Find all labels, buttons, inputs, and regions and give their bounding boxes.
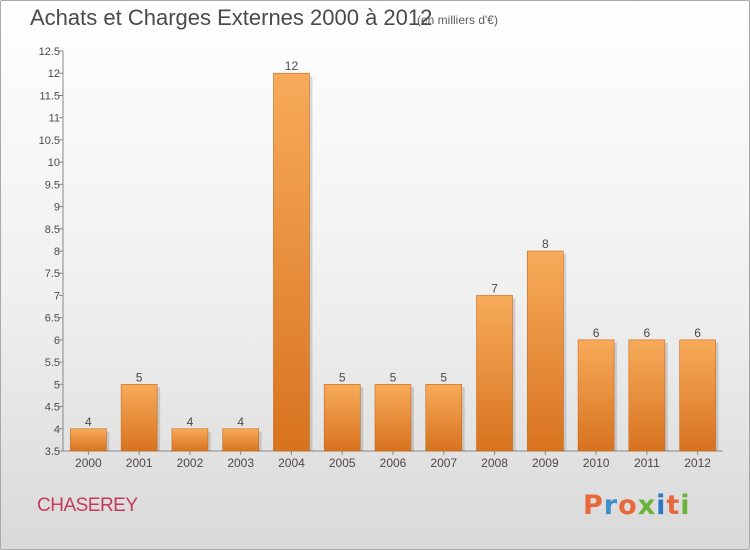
y-tick-label: 10.5	[39, 135, 60, 147]
y-tick-label: 11	[49, 113, 60, 125]
bar-2010	[577, 339, 615, 452]
y-tick-label: 5.5	[45, 357, 60, 369]
data-label: 4	[237, 415, 244, 429]
bar-2003	[222, 428, 259, 452]
y-tick-label: 8	[54, 246, 60, 258]
chart-bars	[70, 72, 719, 452]
data-label: 4	[85, 415, 92, 429]
data-label: 8	[542, 237, 549, 251]
y-tick-label: 7	[54, 290, 60, 302]
x-tick-label: 2005	[329, 456, 356, 470]
data-label: 5	[339, 370, 346, 384]
logo-letter: t	[666, 490, 681, 521]
bar-2011	[628, 339, 666, 452]
chart-data-labels: 4 5 4 4 12 5 5 5 7 8 6 6 6	[85, 59, 701, 429]
y-tick-label: 4	[54, 424, 60, 436]
x-tick-label: 2011	[634, 456, 660, 470]
data-label: 12	[285, 59, 299, 73]
data-label: 6	[694, 326, 701, 340]
x-tick-label: 2012	[684, 456, 711, 470]
data-label: 4	[187, 415, 194, 429]
x-tick-label: 2000	[75, 456, 102, 470]
logo-letter: i	[680, 490, 691, 521]
chart-subtitle: (en milliers d'€)	[417, 13, 498, 27]
bar-2002	[171, 428, 209, 452]
y-tick-label: 12.5	[39, 46, 60, 58]
y-tick-label: 7.5	[45, 268, 60, 280]
y-tick-label: 3.5	[45, 446, 60, 458]
logo-letter: o	[618, 490, 638, 521]
y-tick-label: 11.5	[39, 90, 60, 102]
y-tick-label: 5	[54, 379, 60, 391]
x-tick-label: 2010	[583, 456, 610, 470]
y-tick-label: 6	[54, 335, 60, 347]
y-tick-label: 10	[48, 157, 60, 169]
data-label: 6	[644, 326, 651, 340]
data-label: 5	[440, 370, 447, 384]
bar-2000	[70, 428, 107, 452]
bar-2004	[273, 72, 310, 452]
x-tick-label: 2002	[177, 456, 204, 470]
bar-2012	[679, 339, 716, 452]
x-tick-label: 2001	[126, 456, 153, 470]
logo-letter: x	[637, 490, 657, 521]
proxiti-logo: Proxiti	[583, 490, 691, 521]
data-label: 5	[390, 370, 397, 384]
y-tick-label: 4.5	[45, 402, 60, 414]
y-tick-label: 6.5	[45, 313, 60, 325]
y-tick-label: 9	[54, 202, 60, 214]
y-tick-label: 9.5	[45, 179, 60, 191]
bar-2005	[323, 384, 361, 452]
x-tick-label: 2003	[227, 456, 254, 470]
x-tick-label: 2007	[430, 456, 457, 470]
logo-letter: i	[656, 490, 667, 521]
y-tick-label: 8.5	[45, 224, 60, 236]
data-label: 6	[593, 326, 600, 340]
bar-2001	[120, 384, 158, 452]
x-tick-label: 2006	[380, 456, 407, 470]
y-tick-label: 12	[48, 68, 60, 80]
bar-2007	[425, 384, 463, 452]
chart-axes: 3.5 4 4.5 5 5.5 6 6.5 7 7.5 8 8.5 9 9.5 10 10.5 11 11.5 1…	[39, 46, 723, 470]
commune-name: CHASEREY	[37, 495, 138, 516]
x-tick-label: 2004	[278, 456, 305, 470]
logo-letter: r	[603, 490, 619, 521]
x-tick-label: 2008	[481, 456, 508, 470]
logo-letter: P	[583, 490, 604, 521]
bar-2008	[476, 295, 513, 452]
x-tick-label: 2009	[532, 456, 559, 470]
data-label: 7	[491, 281, 498, 295]
data-label: 5	[136, 370, 143, 384]
bar-2006	[374, 384, 412, 452]
bar-2009	[527, 250, 564, 452]
chart-title: Achats et Charges Externes 2000 à 2012	[30, 5, 433, 30]
